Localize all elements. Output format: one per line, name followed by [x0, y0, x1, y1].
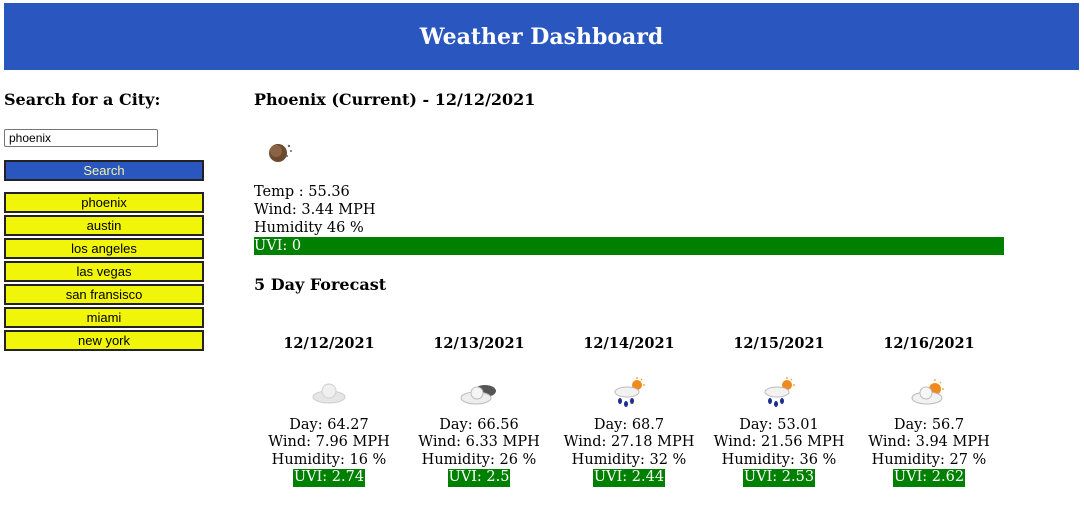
- forecast-date: 12/15/2021: [733, 335, 825, 352]
- history-item-miami[interactable]: miami: [4, 307, 204, 328]
- partly-cloudy-icon: [911, 378, 944, 404]
- search-button[interactable]: Search: [4, 160, 204, 181]
- search-history-list: phoenix austin los angeles las vegas san…: [4, 192, 204, 353]
- history-item-phoenix[interactable]: phoenix: [4, 192, 204, 213]
- forecast-humidity: Humidity: 27 %: [871, 451, 987, 468]
- forecast-date: 12/16/2021: [883, 335, 975, 352]
- forecast-card: 12/15/2021 Day: 53.01 Wind: 21.56 MPH Hu…: [704, 335, 854, 487]
- forecast-wind: Wind: 21.56 MPH: [713, 434, 845, 450]
- current-wind: Wind: 3.44 MPH: [254, 202, 376, 218]
- forecast-uvi-badge: UVI: 2.5: [447, 469, 511, 487]
- forecast-date: 12/14/2021: [583, 335, 675, 352]
- forecast-humidity: Humidity: 32 %: [571, 451, 687, 468]
- city-search-input[interactable]: [4, 129, 158, 147]
- forecast-uvi-badge: UVI: 2.44: [592, 469, 666, 487]
- forecast-humidity: Humidity: 36 %: [721, 451, 837, 468]
- forecast-day-temp: Day: 64.27: [289, 416, 369, 433]
- forecast-day-temp: Day: 66.56: [439, 416, 519, 433]
- forecast-date: 12/13/2021: [433, 335, 525, 352]
- current-weather-title: Phoenix (Current) - 12/12/2021: [254, 90, 536, 109]
- forecast-card: 12/12/2021 Day: 64.27 Wind: 7.96 MPH Hum…: [254, 335, 404, 487]
- current-humidity: Humidity 46 %: [254, 220, 364, 236]
- current-uvi-badge: UVI: 0: [254, 237, 1004, 255]
- cloud-icon: [312, 383, 346, 403]
- forecast-wind: Wind: 27.18 MPH: [563, 434, 695, 450]
- app-title: Weather Dashboard: [419, 23, 664, 50]
- forecast-date: 12/12/2021: [283, 335, 375, 352]
- forecast-card: 12/14/2021 Day: 68.7 Wind: 27.18 MPH Hum…: [554, 335, 704, 487]
- forecast-day-temp: Day: 56.7: [893, 416, 965, 433]
- forecast-humidity: Humidity: 16 %: [271, 451, 387, 468]
- forecast-wind: Wind: 7.96 MPH: [268, 434, 390, 450]
- main-content: Phoenix (Current) - 12/12/2021 Temp : 55…: [254, 88, 1006, 487]
- current-stats: Temp : 55.36 Wind: 3.44 MPH Humidity 46 …: [254, 183, 1006, 255]
- forecast-wind: Wind: 6.33 MPH: [418, 434, 540, 450]
- forecast-humidity: Humidity: 26 %: [421, 451, 537, 468]
- history-item-los-angeles[interactable]: los angeles: [4, 238, 204, 259]
- history-item-san-fransisco[interactable]: san fransisco: [4, 284, 204, 305]
- sidebar: Search for a City: Search phoenix austin…: [4, 88, 206, 351]
- clear-night-icon: [269, 144, 292, 162]
- broken-clouds-icon: [460, 384, 496, 404]
- history-item-las-vegas[interactable]: las vegas: [4, 261, 204, 282]
- forecast-card: 12/13/2021 Day: 66.56 Wind: 6.33 MPH Hum…: [404, 335, 554, 487]
- forecast-uvi-badge: UVI: 2.74: [292, 469, 366, 487]
- forecast-row: 12/12/2021 Day: 64.27 Wind: 7.96 MPH Hum…: [254, 335, 1014, 487]
- forecast-card: 12/16/2021 Day: 56.7 Wind: 3.94 MPH Humi…: [854, 335, 1004, 487]
- sun-rain-icon: [614, 376, 645, 407]
- forecast-title: 5 Day Forecast: [254, 275, 387, 294]
- forecast-uvi-badge: UVI: 2.53: [742, 469, 816, 487]
- forecast-wind: Wind: 3.94 MPH: [868, 434, 990, 450]
- forecast-uvi-badge: UVI: 2.62: [892, 469, 966, 487]
- search-heading: Search for a City:: [4, 90, 161, 109]
- history-item-austin[interactable]: austin: [4, 215, 204, 236]
- forecast-day-temp: Day: 68.7: [593, 416, 665, 433]
- forecast-day-temp: Day: 53.01: [739, 416, 819, 433]
- history-item-new-york[interactable]: new york: [4, 330, 204, 351]
- app-header: Weather Dashboard: [4, 3, 1079, 70]
- current-temp: Temp : 55.36: [254, 184, 350, 200]
- sun-rain-icon: [764, 376, 795, 407]
